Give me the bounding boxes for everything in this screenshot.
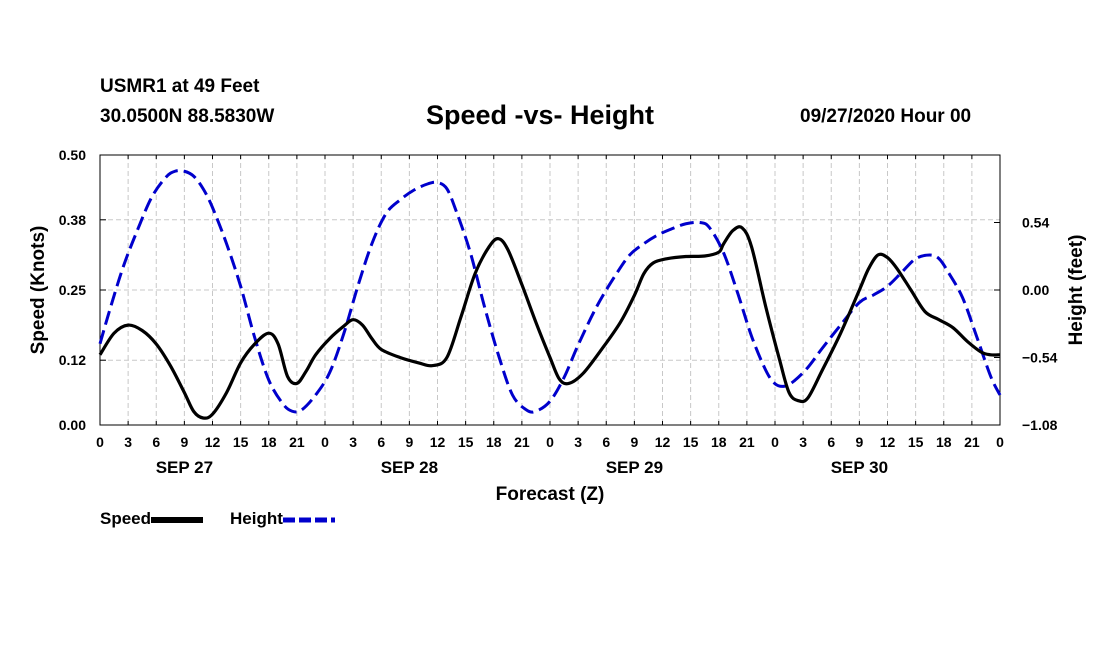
y-left-tick-label: 0.25 — [59, 282, 86, 298]
x-tick-label: 3 — [349, 434, 357, 450]
y-right-tick-label: −1.08 — [1022, 417, 1058, 433]
x-tick-label: 0 — [771, 434, 779, 450]
x-tick-label: 6 — [827, 434, 835, 450]
x-tick-label: 18 — [936, 434, 952, 450]
legend-speed-label: Speed — [100, 509, 152, 528]
x-tick-label: 0 — [546, 434, 554, 450]
x-tick-label: 15 — [683, 434, 699, 450]
y-right-tick-label: 0.54 — [1022, 215, 1049, 231]
x-tick-label: 9 — [405, 434, 413, 450]
x-tick-label: 21 — [514, 434, 530, 450]
x-tick-label: 21 — [964, 434, 980, 450]
x-tick-label: 0 — [96, 434, 104, 450]
series-speed-line — [98, 225, 1001, 420]
y-left-tick-label: 0.50 — [59, 147, 86, 163]
y-left-tick-label: 0.00 — [59, 417, 86, 433]
x-tick-label: 12 — [655, 434, 671, 450]
y-right-tick-label: −0.54 — [1022, 350, 1058, 366]
x-tick-label: 0 — [321, 434, 329, 450]
x-tick-label: 9 — [855, 434, 863, 450]
y-left-tick-label: 0.12 — [59, 352, 86, 368]
legend-height-swatch — [282, 517, 335, 523]
x-tick-label: 15 — [908, 434, 924, 450]
x-tick-label: 6 — [377, 434, 385, 450]
x-tick-label: 18 — [261, 434, 277, 450]
x-tick-label: 0 — [996, 434, 1004, 450]
x-tick-label: 15 — [458, 434, 474, 450]
x-tick-label: 15 — [233, 434, 249, 450]
legend-speed-swatch — [151, 516, 204, 523]
legend-height: Height — [230, 509, 335, 529]
series-layer — [98, 169, 1002, 420]
x-tick-label: 3 — [574, 434, 582, 450]
date-label: SEP 28 — [381, 458, 438, 477]
coordinates-label: 30.0500N 88.5830W — [100, 106, 275, 127]
date-label: SEP 30 — [831, 458, 888, 477]
grid-layer — [100, 155, 1000, 425]
forecast-timestamp: 09/27/2020 Hour 00 — [800, 106, 972, 127]
date-label: SEP 29 — [606, 458, 663, 477]
x-tick-label: 21 — [739, 434, 755, 450]
chart-title: Speed -vs- Height — [426, 100, 655, 130]
x-tick-label: 3 — [799, 434, 807, 450]
x-tick-label: 12 — [205, 434, 221, 450]
y-left-axis-title: Speed (Knots) — [28, 226, 49, 355]
tick-layer — [99, 154, 1001, 426]
station-label: USMR1 at 49 Feet — [100, 76, 260, 97]
x-tick-label: 3 — [124, 434, 132, 450]
legend-height-label: Height — [230, 509, 283, 528]
legend-speed: Speed — [100, 509, 204, 529]
x-tick-label: 9 — [630, 434, 638, 450]
x-tick-label: 9 — [180, 434, 188, 450]
x-tick-label: 6 — [602, 434, 610, 450]
x-tick-label: 18 — [486, 434, 502, 450]
label-layer: 0 3 6 9 12 15 18 21 0 3 6 9 12 15 18 21 0 3 6 9 12 15 18 21 0 3 6 9… — [28, 147, 1087, 505]
y-left-tick-label: 0.38 — [59, 212, 86, 228]
x-tick-label: 21 — [289, 434, 305, 450]
x-tick-label: 18 — [711, 434, 727, 450]
x-axis-title: Forecast (Z) — [496, 484, 605, 505]
y-right-axis-title: Height (feet) — [1066, 235, 1087, 346]
x-tick-label: 12 — [430, 434, 446, 450]
date-label: SEP 27 — [156, 458, 213, 477]
y-right-tick-label: 0.00 — [1022, 282, 1049, 298]
x-tick-label: 12 — [880, 434, 896, 450]
x-tick-label: 6 — [152, 434, 160, 450]
